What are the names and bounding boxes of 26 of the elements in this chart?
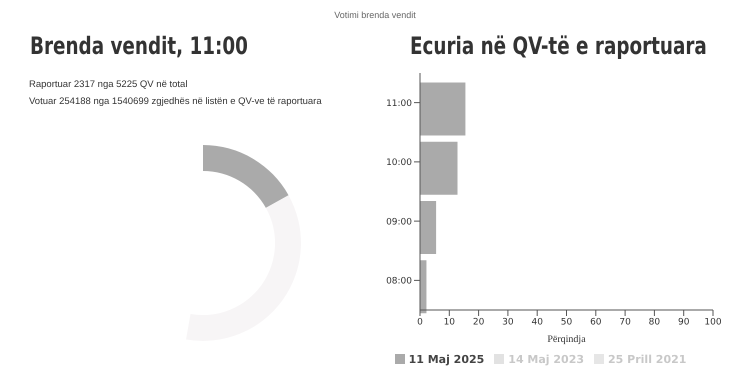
x-tick-label: 100 (704, 317, 722, 328)
bar (420, 260, 426, 314)
x-tick-label: 40 (531, 317, 544, 328)
x-tick-label: 20 (472, 317, 485, 328)
x-tick-label: 70 (619, 317, 632, 328)
x-tick-label: 50 (560, 317, 572, 328)
bar (420, 82, 466, 136)
y-tick-label: 11:00 (386, 98, 412, 109)
chart-title: Ecuria në QV-të e raportuara (410, 32, 707, 60)
bar (420, 200, 436, 254)
x-tick-label: 60 (590, 317, 602, 328)
text: Raportuar 2317 nga 5225 QV në total (29, 78, 188, 92)
x-tick-label: 30 (502, 317, 514, 328)
text: Votuar 254188 nga 1540699 zgjedhës në listën e QV-ve të raportuara (29, 95, 322, 109)
y-tick-label: 09:00 (386, 217, 412, 228)
x-tick-label: 90 (678, 317, 690, 328)
x-axis-title: Përqindja (547, 334, 586, 345)
y-tick-label: 08:00 (386, 276, 412, 287)
x-tick-label: 80 (648, 317, 660, 328)
bar (420, 142, 458, 195)
x-tick-label: 10 (444, 317, 456, 328)
text: Votimi brenda vendit (333, 10, 417, 20)
y-tick-label: 10:00 (386, 158, 412, 168)
x-tick-label: 0 (417, 317, 424, 328)
legend-label: 11 Maj 2025 (408, 353, 484, 366)
chart-title: Brenda vendit, 11:00 (30, 32, 248, 60)
